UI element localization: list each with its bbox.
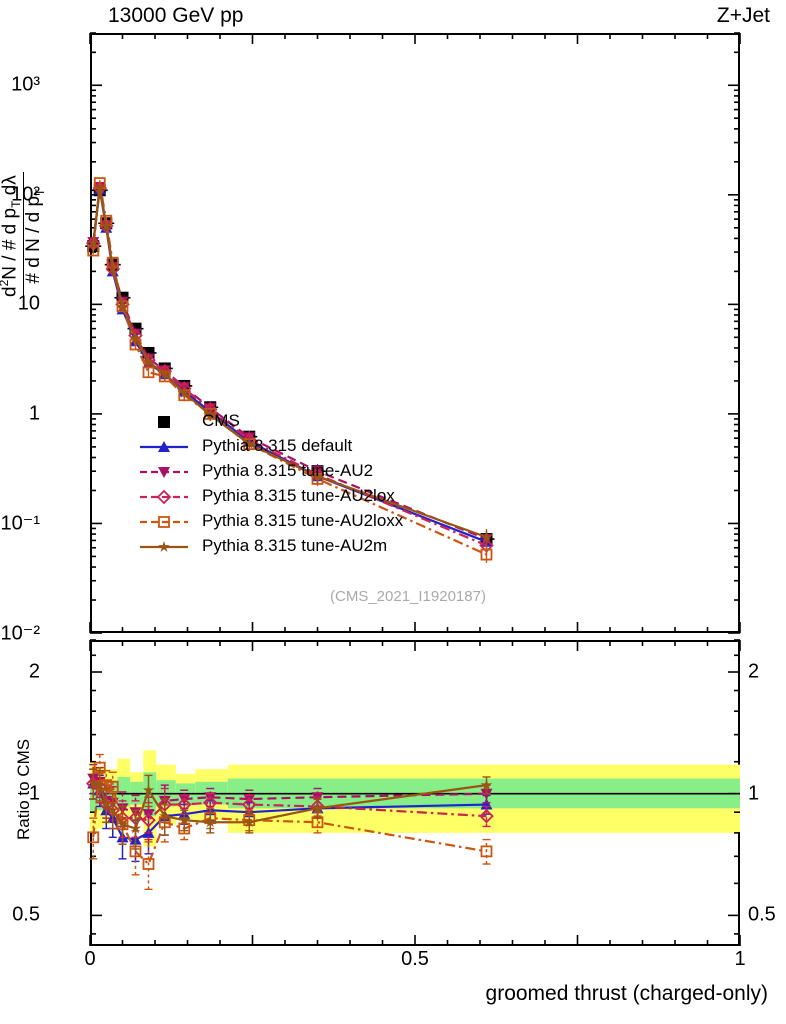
series-pythia-8-315-tune-au2m bbox=[87, 181, 493, 546]
legend-entry-5[interactable] bbox=[140, 541, 188, 552]
analysis-id-watermark: (CMS_2021_I1920187) bbox=[330, 588, 486, 605]
legend-entry-1[interactable] bbox=[140, 441, 188, 452]
legend-entry-3[interactable] bbox=[140, 489, 188, 505]
x-axis-label: groomed thrust (charged-only) bbox=[485, 982, 768, 1005]
beam-energy-label: 13000 GeV pp bbox=[108, 4, 244, 27]
legend-entry-4[interactable] bbox=[140, 516, 188, 528]
legend-entry-2[interactable] bbox=[140, 467, 188, 478]
main-plot-frame bbox=[90, 33, 740, 633]
series-pythia-8-315-tune-au2loxx bbox=[87, 177, 493, 563]
process-label: Z+Jet bbox=[716, 4, 770, 27]
ratio-series-pythia-8-315-tune-au2m bbox=[87, 768, 493, 850]
legend-entry-0[interactable] bbox=[158, 416, 170, 428]
